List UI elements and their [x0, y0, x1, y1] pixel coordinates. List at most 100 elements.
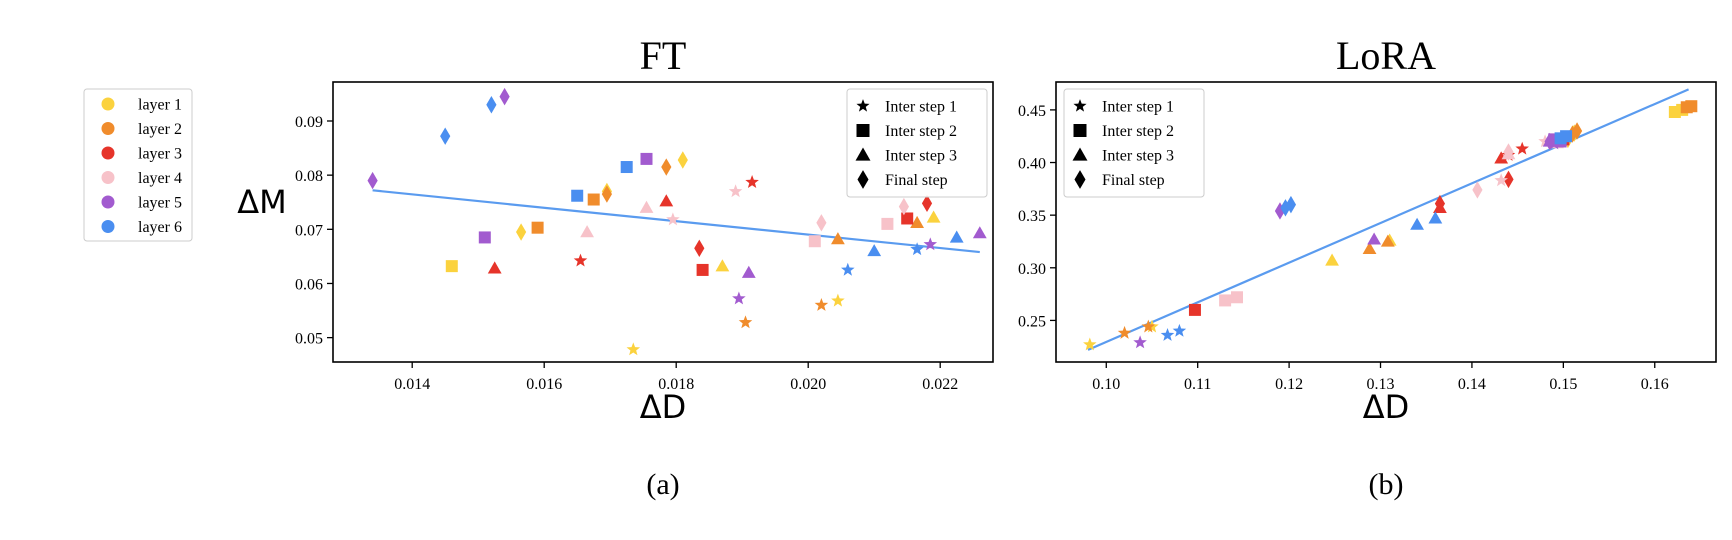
data-point: [440, 127, 451, 145]
data-point: [1117, 325, 1132, 339]
fit-line: [372, 189, 980, 254]
legend-dot-icon: [101, 97, 115, 111]
legend-label: Inter step 3: [1102, 148, 1174, 165]
x-tick-label: 0.12: [1275, 376, 1303, 393]
data-point: [949, 230, 964, 243]
legend-marker-star-icon: [1073, 99, 1087, 112]
y-tick-label: 0.09: [295, 114, 323, 131]
legend-dot-icon: [101, 171, 115, 184]
data-point: [867, 244, 882, 257]
panel-a-ylabel: ΔM: [237, 183, 287, 221]
data-point: [1428, 211, 1443, 224]
data-point: [814, 298, 829, 311]
data-point: [1544, 132, 1555, 151]
data-point: [487, 261, 502, 274]
fit-line: [1087, 88, 1690, 351]
marker-legend: Inter step 1 Inter step 2 Inter step 3 Fina…: [1063, 88, 1205, 198]
legend-dot-icon: [101, 220, 115, 233]
data-point: [677, 151, 688, 169]
data-point: [580, 225, 594, 238]
data-point: [666, 212, 680, 226]
data-point: [1434, 194, 1446, 213]
legend-marker-star-icon: [856, 99, 870, 112]
panel-b-label: (b): [1369, 468, 1404, 501]
x-tick-label: 0.020: [790, 376, 826, 393]
data-point: [639, 200, 654, 213]
data-point: [1230, 291, 1243, 304]
x-tick-label: 0.018: [658, 376, 694, 393]
legend-marker-diamond-icon: [1074, 170, 1086, 189]
data-point: [1141, 319, 1156, 333]
data-point: [1367, 232, 1382, 245]
data-point: [1494, 173, 1508, 187]
legend-label: layer 1: [138, 97, 182, 114]
data-point: [1515, 141, 1529, 155]
marker-legend-frame: [1063, 88, 1205, 198]
data-point: [1172, 323, 1187, 337]
data-point: [1494, 151, 1509, 164]
legend-label: Inter step 2: [1102, 123, 1174, 140]
data-point: [841, 262, 855, 276]
data-point: [571, 189, 584, 202]
data-point: [732, 291, 746, 305]
legend-dot-icon: [101, 122, 115, 135]
legend-label: Inter step 3: [885, 148, 957, 165]
data-point: [831, 293, 845, 307]
data-point: [587, 193, 600, 206]
legend-label: layer 4: [138, 170, 182, 187]
legend-label: layer 3: [138, 146, 182, 163]
x-tick-label: 0.014: [394, 376, 430, 393]
data-point: [694, 239, 705, 257]
legend-marker-triangle-icon: [1072, 147, 1088, 161]
panel-b-xlabel: ΔD: [1363, 388, 1410, 426]
legend-label: Inter step 2: [885, 123, 957, 140]
x-tick-label: 0.016: [526, 376, 562, 393]
data-point: [1503, 143, 1514, 161]
legend-label: Inter step 1: [1102, 99, 1174, 116]
data-point: [573, 253, 588, 267]
data-point: [816, 214, 827, 232]
data-point: [808, 235, 821, 248]
x-tick-label: 0.16: [1641, 376, 1669, 393]
data-point: [1083, 337, 1097, 351]
data-point: [1410, 217, 1424, 230]
data-point: [901, 212, 914, 225]
legend-label: Final step: [1102, 172, 1165, 189]
data-point: [923, 237, 938, 251]
y-tick-label: 0.05: [295, 331, 323, 348]
data-point: [659, 194, 674, 207]
y-tick-label: 0.45: [1018, 103, 1046, 120]
marker-legend-frame: [846, 88, 988, 198]
data-point: [661, 158, 672, 176]
panel-a-xlabel: ΔD: [640, 388, 687, 426]
panel-a: FT 0.014 0.016 0.018 0.020 0.022 0.05 0.06 0.07…: [237, 33, 994, 501]
marker-legend: Inter step 1 Inter step 2 Inter step 3 Fina…: [846, 88, 988, 198]
data-point: [745, 175, 759, 188]
legend-dot-icon: [101, 195, 115, 209]
data-point: [445, 260, 458, 273]
data-point: [1133, 335, 1147, 349]
data-point: [696, 263, 709, 276]
y-tick-label: 0.07: [295, 222, 323, 239]
data-point: [486, 96, 497, 114]
data-point: [741, 265, 756, 278]
data-point: [926, 210, 941, 223]
data-point: [1325, 253, 1339, 266]
x-tick-label: 0.13: [1367, 376, 1395, 393]
layer-legend: layer 1 layer 2 layer 3 layer 4 layer 5 layer…: [83, 88, 193, 242]
data-point: [728, 184, 743, 198]
data-point: [910, 242, 924, 256]
y-tick-label: 0.40: [1018, 156, 1046, 173]
data-point: [1685, 100, 1698, 113]
data-point: [1219, 294, 1232, 307]
plot-frame: [332, 81, 994, 363]
x-tick-label: 0.10: [1092, 376, 1120, 393]
data-point: [626, 342, 641, 356]
data-point: [1188, 303, 1201, 316]
data-point: [910, 215, 924, 228]
panel-a-title: FT: [640, 33, 687, 78]
data-point: [881, 217, 894, 230]
legend-dot-icon: [101, 146, 115, 160]
data-point: [1380, 234, 1395, 247]
